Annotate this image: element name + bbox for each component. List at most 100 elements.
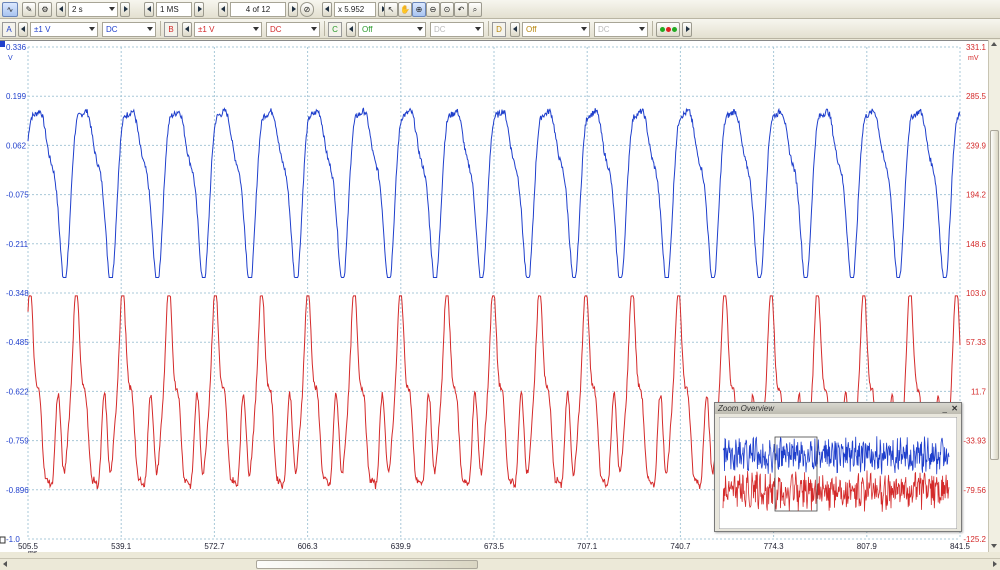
channel-d-coupling-select[interactable]: DC — [594, 22, 648, 37]
zoom-overview-title: Zoom Overview — [718, 404, 775, 413]
timebase-value: 2 s — [72, 5, 83, 14]
zoom-overview-titlebar: Zoom Overview _ ✕ — [715, 403, 961, 414]
zoom-trace-b — [722, 470, 950, 512]
pointer-icon[interactable]: ↖ — [384, 2, 398, 17]
x-axis-tick-label: 572.7 — [204, 542, 225, 551]
right-axis-tick-label: 239.9 — [966, 141, 987, 150]
left-axis-tick-label: 0.199 — [6, 92, 27, 101]
left-axis-tick-label: -1.0 — [6, 535, 20, 544]
channel-c-range-select[interactable]: Off — [358, 22, 426, 37]
close-icon[interactable]: ✕ — [951, 404, 958, 413]
buffer-field[interactable]: 4 of 12 — [230, 2, 286, 17]
zoom-out-icon[interactable]: ⊖ — [426, 2, 440, 17]
buffer-navigator-icon[interactable]: ⊘ — [300, 2, 314, 17]
channel-a-tag[interactable]: A — [2, 22, 16, 37]
channel-b-range-down[interactable] — [182, 22, 192, 37]
channel-a-coupling: DC — [106, 25, 118, 34]
x-axis-tick-label: 774.3 — [764, 542, 785, 551]
scope-mode-icon[interactable]: ∿ — [2, 2, 18, 17]
hand-icon[interactable]: ✋ — [398, 2, 412, 17]
buffer-next-button[interactable] — [288, 2, 298, 17]
channel-a-range-down[interactable] — [18, 22, 28, 37]
left-axis-tick-label: -0.896 — [6, 486, 29, 495]
timebase-select[interactable]: 2 s — [68, 2, 118, 17]
left-axis-tick-label: -0.211 — [6, 240, 29, 249]
channel-c-coupling-select[interactable]: DC — [430, 22, 484, 37]
channel-b-tag[interactable]: B — [164, 22, 178, 37]
zoom-overview-background — [719, 417, 957, 529]
zoom-factor-value: x 5.952 — [338, 5, 365, 14]
x-axis-tick-label: 606.3 — [298, 542, 319, 551]
pencil-icon[interactable]: ✎ — [22, 2, 36, 17]
channel-a-range-select[interactable]: ±1 V — [30, 22, 98, 37]
right-axis-unit: mV — [968, 55, 979, 62]
channel-a-coupling-select[interactable]: DC — [102, 22, 156, 37]
channel-b-range-select[interactable]: ±1 V — [194, 22, 262, 37]
zoom-prev-button[interactable] — [322, 2, 332, 17]
trigger-status-icon[interactable] — [656, 22, 680, 37]
x-axis-tick-label: 639.9 — [391, 542, 412, 551]
timebase-prev-button[interactable] — [56, 2, 66, 17]
samples-next-button[interactable] — [194, 2, 204, 17]
channel-c-range-down[interactable] — [346, 22, 356, 37]
more-tools-button[interactable] — [682, 22, 692, 37]
samples-prev-button[interactable] — [144, 2, 154, 17]
left-axis-tick-label: -0.759 — [6, 437, 29, 446]
trace-channel-a — [27, 107, 961, 278]
samples-select[interactable]: 1 MS — [156, 2, 192, 17]
channel-b-marker — [0, 536, 6, 544]
right-axis-tick-label: 285.5 — [966, 92, 987, 101]
timebase-next-button[interactable] — [120, 2, 130, 17]
x-axis-tick-label: 740.7 — [670, 542, 691, 551]
minimize-icon[interactable]: _ — [942, 404, 947, 413]
scope-plot-area[interactable]: 0.336 0.199 0.062 -0.075 -0.211 -0.348 -0.485 -… — [0, 40, 988, 557]
vertical-scroll-thumb[interactable] — [990, 130, 999, 460]
channel-c-coupling: DC — [434, 25, 446, 34]
channel-b-coupling: DC — [270, 25, 282, 34]
channel-b-coupling-select[interactable]: DC — [266, 22, 320, 37]
channel-d-tag[interactable]: D — [492, 22, 506, 37]
settings-icon[interactable]: ⚙ — [38, 2, 52, 17]
vertical-scrollbar[interactable] — [988, 40, 1000, 552]
undo-zoom-icon[interactable]: ↶ — [454, 2, 468, 17]
zoom-to-region-icon[interactable]: ⌕ — [468, 2, 482, 17]
scroll-left-arrow[interactable] — [3, 561, 7, 567]
channel-c-range: Off — [362, 25, 373, 34]
x-axis-tick-label: 539.1 — [111, 542, 132, 551]
main-toolbar: ∿ ✎ ⚙ 2 s 1 MS 4 of 12 ⊘ x 5.952 ↖ ✋ ⊕ ⊖… — [0, 0, 1000, 19]
right-axis-tick-label: -125.2 — [963, 535, 986, 544]
left-axis-tick-label: -0.485 — [6, 338, 29, 347]
zoom-overview-thumbnail — [719, 417, 957, 529]
right-axis-tick-label: 103.0 — [966, 289, 987, 298]
horizontal-scroll-thumb[interactable] — [256, 560, 478, 569]
zoom-selection-rect — [774, 436, 818, 512]
zoom-fit-icon[interactable]: ⊙ — [440, 2, 454, 17]
right-axis-tick-label: 331.1 — [966, 43, 987, 52]
scroll-down-arrow[interactable] — [991, 544, 997, 548]
zoom-in-icon[interactable]: ⊕ — [412, 2, 426, 17]
channel-b-letter: B — [168, 25, 174, 34]
right-axis-tick-label: 57.33 — [966, 338, 987, 347]
samples-value: 1 MS — [160, 5, 179, 14]
x-axis-unit: ms — [28, 550, 38, 553]
channel-a-letter: A — [6, 25, 12, 34]
zoom-trace-a — [722, 436, 950, 475]
channel-c-tag[interactable]: C — [328, 22, 342, 37]
channel-d-letter: D — [496, 25, 502, 34]
scroll-up-arrow[interactable] — [991, 42, 997, 46]
x-axis-tick-label: 707.1 — [577, 542, 598, 551]
left-axis-tick-label: -0.348 — [6, 289, 29, 298]
right-axis-tick-label: -79.56 — [963, 486, 986, 495]
channel-d-range-down[interactable] — [510, 22, 520, 37]
channel-toolbar: A ±1 V DC B ±1 V DC C Off DC D Off DC — [0, 19, 1000, 39]
scroll-right-arrow[interactable] — [993, 561, 997, 567]
channel-d-range-select[interactable]: Off — [522, 22, 590, 37]
channel-d-coupling: DC — [598, 25, 610, 34]
zoom-overview-window[interactable]: Zoom Overview _ ✕ — [714, 402, 962, 532]
zoom-factor-field[interactable]: x 5.952 — [334, 2, 376, 17]
left-axis-tick-label: -0.622 — [6, 387, 29, 396]
right-axis-tick-label: -33.93 — [963, 437, 986, 446]
buffer-prev-button[interactable] — [218, 2, 228, 17]
horizontal-scrollbar[interactable] — [0, 558, 1000, 570]
right-axis-tick-label: 194.2 — [966, 191, 987, 200]
